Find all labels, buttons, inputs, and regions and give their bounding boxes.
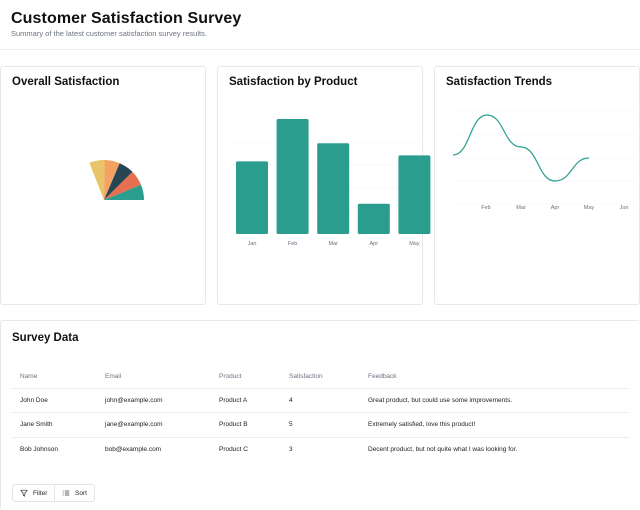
table-row: John Doe john@example.com Product A 4 Gr… [12,388,629,413]
column-header-name: Name [12,366,97,389]
x-tick-label: Feb [288,241,297,247]
x-tick-label: Jun [620,205,629,211]
filter-label: Filter [33,489,48,497]
table-row: Bob Johnson bob@example.com Product C 3 … [12,437,629,462]
x-tick-label: Apr [370,241,379,247]
x-tick-label: Mar [516,205,526,211]
sort-icon [62,490,70,496]
sort-button[interactable]: Sort [55,484,95,502]
cell-satisfaction: 4 [281,388,360,413]
cell-product: Product B [211,412,281,438]
cell-name: John Doe [12,388,97,413]
card-title: Satisfaction by Product [229,76,358,88]
line-chart: Feb Mar Apr May Jun [452,109,635,211]
bar [357,203,390,234]
sort-label: Sort [75,489,87,497]
cell-feedback: Decent product, but not quite what I was… [368,446,518,453]
x-tick-label: Apr [551,205,560,211]
satisfaction-trends-card: Satisfaction Trends Feb Mar Apr May Jun [434,66,640,305]
cell-email: bob@example.com [105,446,162,453]
cell-satisfaction: 5 [281,412,360,438]
page-header: Customer Satisfaction Survey Summary of … [0,0,640,50]
x-tick-label: Mar [328,241,338,247]
pie-slice [104,163,133,200]
column-header-feedback: Feedback [360,366,629,389]
survey-data-title: Survey Data [12,332,79,344]
cell-product: Product C [219,446,248,453]
cell-product: Product A [211,388,281,413]
series-line [452,114,590,182]
card-title: Overall Satisfaction [12,76,120,88]
survey-data-card: Survey Data Name Email Product Satisfact… [0,320,640,510]
pie-slice [104,184,144,200]
pie-slice [104,171,141,200]
bar [276,119,309,234]
cell-email: john@example.com [97,388,211,413]
cell-feedback: Extremely satisfied, love this product! [360,412,629,438]
cell-name: Bob Johnson [20,446,58,453]
x-tick-label: Jan [248,241,257,247]
filter-icon [20,489,28,497]
satisfaction-by-product-card: Satisfaction by Product JanFebMarAprMayJ… [217,66,471,305]
page-subtitle: Summary of the latest customer satisfact… [11,29,207,38]
pie-chart [89,159,144,200]
filter-button[interactable]: Filter [12,484,56,502]
bar [317,143,350,234]
bar [236,161,268,234]
column-header-product: Product [211,366,281,389]
overall-satisfaction-card: Overall Satisfaction [0,66,206,305]
pie-slice [89,159,105,200]
cell-feedback: Great product, but could use some improv… [360,388,629,413]
pie-slice [104,160,120,200]
cell-email: jane@example.com [97,412,211,438]
x-tick-label: May [584,205,595,211]
page-title: Customer Satisfaction Survey [11,10,242,27]
survey-table: Name Email Product Satisfaction Feedback… [12,366,629,462]
column-header-satisfaction: Satisfaction [281,366,360,389]
bar [398,155,431,234]
column-header-email: Email [97,366,211,389]
x-tick-label: Feb [481,205,490,211]
cell-satisfaction: 3 [289,446,293,453]
x-tick-label: May [409,241,420,247]
table-header-row: Name Email Product Satisfaction Feedback [12,366,629,389]
cell-name: Jane Smith [12,412,97,438]
card-title: Satisfaction Trends [446,76,553,88]
table-row: Jane Smith jane@example.com Product B 5 … [12,412,629,438]
